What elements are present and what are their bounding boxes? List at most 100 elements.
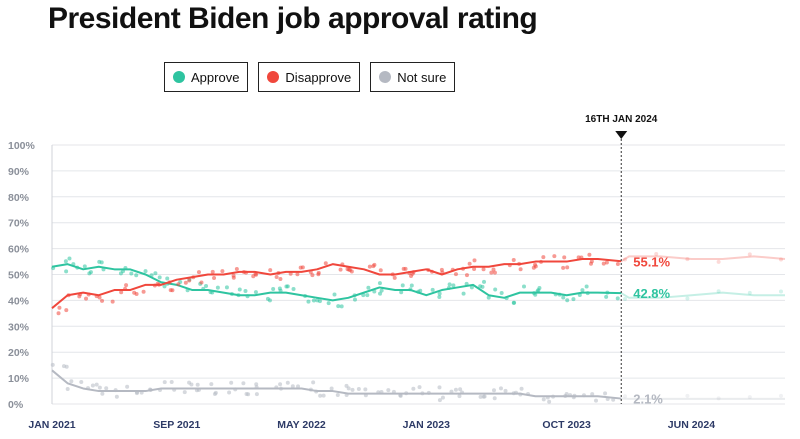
poll-point — [271, 286, 276, 291]
date-marker: 16TH JAN 2024 — [585, 114, 658, 404]
poll-point — [451, 283, 456, 288]
poll-point — [437, 385, 442, 390]
poll-point — [77, 294, 82, 299]
poll-point — [399, 290, 404, 295]
legend-item-approve[interactable]: Approve — [164, 62, 249, 92]
poll-point — [437, 398, 442, 403]
poll-point — [318, 393, 323, 398]
poll-point — [400, 283, 405, 288]
poll-point — [278, 382, 283, 387]
poll-point — [50, 362, 55, 367]
poll-point — [274, 275, 279, 280]
poll-point — [209, 382, 214, 387]
series-not-sure — [50, 362, 785, 404]
legend-label-approve: Approve — [191, 69, 240, 85]
poll-point — [512, 300, 517, 305]
poll-point — [565, 298, 570, 303]
poll-point — [565, 265, 570, 270]
poll-point — [285, 380, 290, 385]
poll-point — [254, 382, 259, 387]
poll-point — [284, 284, 289, 289]
poll-point — [518, 267, 523, 272]
projected-point — [654, 252, 659, 257]
poll-point — [212, 275, 217, 280]
y-tick-label: 70% — [8, 218, 30, 230]
poll-point — [243, 289, 248, 294]
poll-point — [604, 294, 609, 299]
poll-point — [254, 392, 259, 397]
poll-point — [478, 284, 483, 289]
poll-point — [195, 382, 200, 387]
legend-item-not-sure[interactable]: Not sure — [370, 62, 456, 92]
poll-point — [352, 297, 357, 302]
poll-point — [141, 289, 146, 294]
poll-point — [153, 271, 158, 276]
poll-point — [601, 261, 606, 266]
chart-legend: Approve Disapprove Not sure — [164, 62, 456, 92]
series-line — [51, 257, 622, 309]
poll-point — [615, 296, 620, 301]
marker-arrow-icon — [615, 131, 628, 139]
poll-point — [183, 280, 188, 285]
poll-point — [82, 264, 87, 269]
series-layer — [50, 252, 786, 404]
legend-item-disapprove[interactable]: Disapprove — [258, 62, 361, 92]
poll-point — [440, 395, 445, 400]
y-tick-label: 80% — [8, 192, 30, 204]
poll-point — [467, 261, 472, 266]
poll-point — [182, 390, 187, 395]
poll-point — [447, 282, 452, 287]
poll-point — [165, 276, 170, 281]
poll-point — [491, 267, 496, 272]
poll-point — [587, 252, 592, 257]
poll-point — [124, 283, 129, 288]
poll-point — [489, 270, 494, 275]
projected-point — [623, 297, 628, 302]
poll-point — [593, 398, 598, 403]
poll-point — [119, 290, 124, 295]
poll-point — [326, 301, 331, 306]
poll-point — [588, 261, 593, 266]
poll-point — [69, 379, 74, 384]
poll-point — [482, 279, 487, 284]
y-tick-label: 100% — [8, 140, 36, 152]
poll-point — [584, 284, 589, 289]
poll-point — [503, 388, 508, 393]
poll-point — [84, 296, 89, 301]
y-tick-label: 10% — [8, 373, 30, 385]
projected-point — [716, 259, 721, 264]
poll-point — [237, 287, 242, 292]
poll-point — [199, 280, 204, 285]
poll-point — [57, 305, 62, 310]
poll-point — [461, 291, 466, 296]
poll-point — [379, 288, 384, 293]
poll-point — [492, 396, 497, 401]
grid-lines — [51, 144, 785, 405]
poll-point — [64, 308, 69, 313]
poll-point — [367, 264, 372, 269]
projected-point — [716, 289, 721, 294]
poll-point — [170, 288, 175, 293]
poll-point — [268, 268, 273, 273]
poll-point — [511, 258, 516, 263]
poll-point — [590, 392, 595, 397]
y-tick-label: 60% — [8, 244, 30, 256]
poll-point — [491, 388, 496, 393]
poll-point — [134, 292, 139, 297]
poll-point — [356, 386, 361, 391]
poll-point — [310, 273, 315, 278]
poll-point — [277, 286, 282, 291]
poll-point — [196, 270, 201, 275]
poll-point — [244, 392, 249, 397]
end-label: 42.8% — [633, 286, 670, 301]
poll-point — [329, 386, 334, 391]
poll-point — [65, 387, 70, 392]
poll-point — [486, 295, 491, 300]
x-tick-label: JAN 2023 — [403, 419, 450, 431]
poll-point — [306, 299, 311, 304]
poll-point — [134, 273, 139, 278]
poll-point — [615, 261, 620, 266]
poll-point — [278, 277, 283, 282]
projected-point — [716, 396, 721, 401]
